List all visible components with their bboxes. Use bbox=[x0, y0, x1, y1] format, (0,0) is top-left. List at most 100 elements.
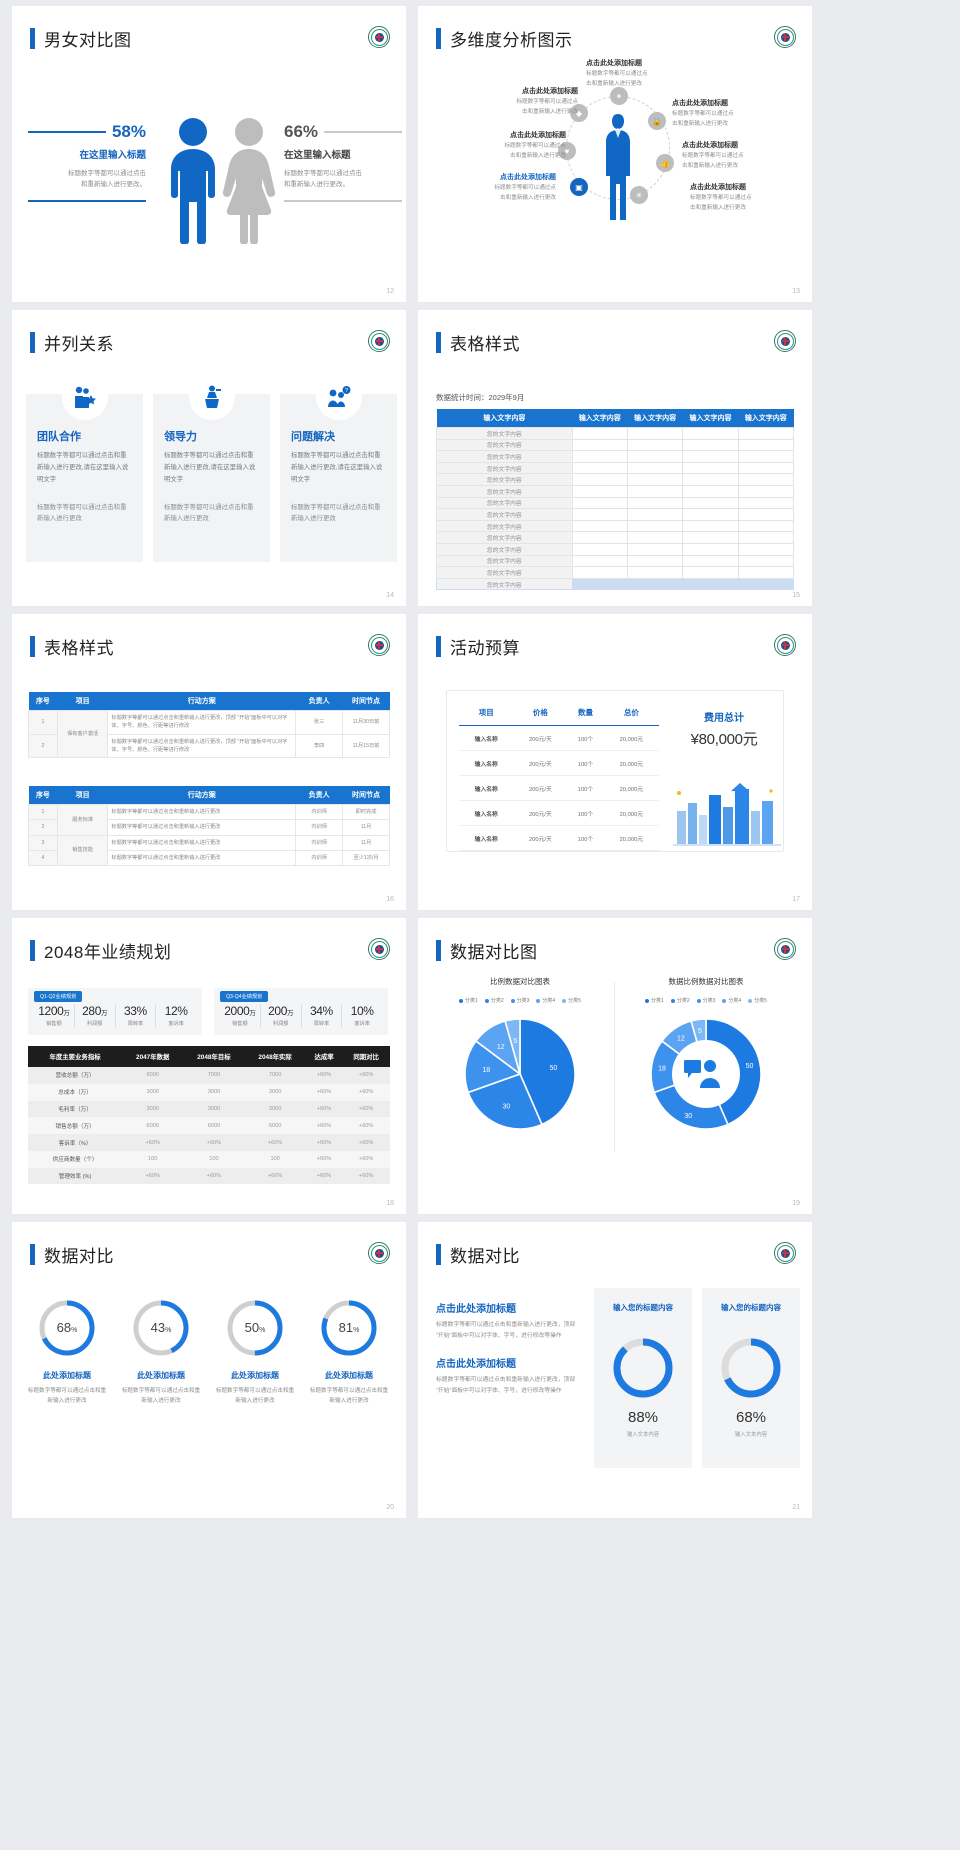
column-header: 2048年实际 bbox=[244, 1046, 306, 1067]
list-item[interactable]: 81% 此处添加标题 标题数字等都可以通过点击和重新输入进行更改 bbox=[302, 1296, 396, 1406]
gauge-heading: 此处添加标题 bbox=[43, 1371, 91, 1380]
cell bbox=[626, 438, 684, 452]
slide-12[interactable]: 男女对比图 58% 在这里输入标题 标题数字等都可以通过点击 bbox=[12, 6, 406, 302]
table-row[interactable]: 您的文字内容 bbox=[436, 438, 795, 452]
table-row[interactable]: 您的文字内容 bbox=[436, 484, 795, 498]
cell-qty: 100个 bbox=[567, 825, 604, 851]
card-heading: 团队合作 bbox=[37, 431, 81, 443]
diamond-icon[interactable]: ◆ bbox=[570, 104, 588, 122]
cell-label: 您的文字内容 bbox=[436, 519, 573, 533]
rocket-icon[interactable]: ✦ bbox=[610, 87, 628, 105]
table-row[interactable]: 输入名称 200元/天 100个 20,000元 bbox=[459, 750, 659, 776]
pie-slice[interactable] bbox=[467, 1072, 543, 1130]
list-item[interactable]: 43% 此处添加标题 标题数字等都可以通过点击和重新输入进行更改 bbox=[114, 1296, 208, 1406]
slide-21[interactable]: 数据对比 点击此处添加标题 标题数字等都可以通过点击和重新输入进行更改，顶部 “… bbox=[418, 1222, 812, 1518]
legend-swatch bbox=[670, 998, 675, 1003]
male-subtitle: 在这里输入标题 bbox=[79, 150, 146, 161]
table-row[interactable]: 销售总额（万） 6000 6000 6000 +60% +60% bbox=[28, 1117, 390, 1135]
table-row[interactable]: 您的文字内容 bbox=[436, 531, 795, 544]
table-row[interactable]: 客诉率（%） +60% +60% +60% +60% +60% bbox=[28, 1134, 390, 1151]
camera-icon[interactable]: ▣ bbox=[570, 178, 588, 196]
legend-label: 分类5 bbox=[568, 998, 581, 1004]
row-header: 销售总额（万） bbox=[28, 1117, 123, 1135]
stat-card[interactable]: 输入您的标题内容 68% 输入文本内容 bbox=[702, 1288, 800, 1468]
lock-icon[interactable]: 🔒 bbox=[648, 112, 666, 130]
list-item[interactable]: 68% 此处添加标题 标题数字等都可以通过点击和重新输入进行更改 bbox=[20, 1296, 114, 1406]
table-row[interactable]: 总成本（万） 3000 3000 3000 +60% +60% bbox=[28, 1083, 390, 1101]
page-title: 并列关系 bbox=[44, 335, 114, 354]
heart-icon[interactable]: ♥ bbox=[558, 142, 576, 160]
cell: +60% bbox=[305, 1083, 343, 1101]
pie-slice[interactable] bbox=[464, 1039, 522, 1094]
cell-total: 20,000元 bbox=[603, 800, 659, 826]
table-row[interactable]: 您的文字内容 bbox=[436, 542, 795, 556]
list-item[interactable]: 50% 此处添加标题 标题数字等都可以通过点击和重新输入进行更改 bbox=[208, 1296, 302, 1406]
slide-19[interactable]: 数据对比图 比例数据对比图表 分类1 分类2 分类3 分类4 分类5 50 30 18 12 5… bbox=[418, 918, 812, 1214]
table-row[interactable]: 输入名称 200元/天 100个 20,000元 bbox=[459, 800, 659, 826]
kpi-cell: 200万 利润额 bbox=[261, 1004, 302, 1027]
table-row[interactable]: 2 标题数字等都可以通过点击和重新输入进行更改 内训师 11月 bbox=[28, 819, 390, 836]
slide-18[interactable]: 2048年业绩规划 Q1-Q2业绩规划 1200万 销售额 280万 利润额 33% 周转… bbox=[12, 918, 406, 1214]
slide-16[interactable]: 表格样式 序号 项目 行动方案 负责人 时间节点 1 保有客户激活 标题数字等都可以通过点击… bbox=[12, 614, 406, 910]
table-row[interactable]: 您的文字内容 bbox=[436, 496, 795, 510]
table-row[interactable]: 输入名称 200元/天 100个 20,000元 bbox=[459, 775, 659, 801]
female-percent: 66% bbox=[284, 122, 319, 141]
globe-icon[interactable]: ✳ bbox=[630, 186, 648, 204]
kpi-cells: 1200万 销售额 280万 利润额 33% 周转率 12% 客诉率 bbox=[34, 1004, 196, 1027]
gauge-heading: 此处添加标题 bbox=[137, 1371, 185, 1380]
table-row[interactable]: 输入名称 200元/天 100个 20,000元 bbox=[459, 825, 659, 851]
slide-13[interactable]: 多维度分析图示 ✦ 🔒 👍 ✳ ▣ ♥ ◆ 点击此处添加标题 bbox=[418, 6, 812, 302]
column-header: 2047年数据 bbox=[122, 1046, 184, 1067]
table-row[interactable]: 毛利率（万） 3000 3000 3000 +60% +60% bbox=[28, 1100, 390, 1118]
table-row[interactable]: 供应商数量（个） 100 100 100 +60% +60% bbox=[28, 1150, 390, 1168]
table-row[interactable]: 您的文字内容 bbox=[436, 508, 795, 521]
kpi-key: 销售额 bbox=[232, 1021, 248, 1027]
table-row[interactable]: 您的文字内容 bbox=[436, 427, 795, 440]
table-row[interactable]: 您的文字内容 bbox=[436, 450, 795, 463]
cell: +60% bbox=[122, 1167, 184, 1185]
table-row[interactable]: 您的文字内容 bbox=[436, 461, 795, 475]
slide-17[interactable]: 活动预算 项目 价格 数量 总价 输入名称 200元/天 100个 20,000元 输入名称 2… bbox=[418, 614, 812, 910]
stat-card[interactable]: 输入您的标题内容 88% 输入文本内容 bbox=[594, 1288, 692, 1468]
card-title: 输入您的标题内容 bbox=[613, 1303, 673, 1312]
cell-index: 2 bbox=[28, 819, 58, 836]
table-row[interactable]: 输入名称 200元/天 100个 20,000元 bbox=[459, 725, 659, 751]
table-row[interactable]: 您的文字内容 bbox=[436, 554, 795, 568]
slide-14[interactable]: 并列关系 团队合作 标题数字等都可以通过点击和重新输入进行更改,请在这里输入说明… bbox=[12, 310, 406, 606]
pie-slice[interactable] bbox=[519, 1018, 576, 1126]
thumbs-up-icon[interactable]: 👍 bbox=[656, 154, 674, 172]
cell: +60% bbox=[342, 1134, 390, 1151]
cell: 3000 bbox=[244, 1100, 306, 1118]
table-row[interactable]: 您的文字内容 bbox=[436, 519, 795, 533]
table-row[interactable]: 1 服务标准 标题数字等都可以通过点击和重新输入进行更改 内训师 即时完成 bbox=[28, 803, 390, 836]
list-item[interactable]: ? 问题解决 标题数字等都可以通过点击和重新输入进行更改,请在这里输入说明文字 … bbox=[280, 374, 397, 562]
cell bbox=[737, 461, 795, 475]
cell-total: 20,000元 bbox=[603, 775, 659, 801]
table-row[interactable]: 您的文字内容 bbox=[436, 473, 795, 486]
page-number: 16 bbox=[386, 896, 394, 903]
kpi-key: 利润额 bbox=[272, 1021, 289, 1027]
cell: 6000 bbox=[122, 1067, 184, 1084]
pie-slice[interactable] bbox=[504, 1018, 521, 1075]
table-row[interactable]: 您的文字内容 bbox=[436, 566, 795, 579]
cell-total: 20,000元 bbox=[603, 725, 659, 751]
slide-15[interactable]: 表格样式 数据统计时间：2029年9月 输入文字内容 输入文字内容 输入文字内容 输入… bbox=[418, 310, 812, 606]
cell-plan: 标题数字等都可以通过点击和重新输入进行更改 bbox=[107, 834, 297, 851]
table-row[interactable]: 管理效率 (%) +60% +60% +60% +60% +60% bbox=[28, 1167, 390, 1185]
table-row[interactable]: 您的文字内容 bbox=[436, 577, 795, 591]
table-row[interactable]: 1 保有客户激活 标题数字等都可以通过点击和重新输入进行更改，顶部 “开始”面板中可… bbox=[28, 709, 390, 759]
legend-item: 分类4 bbox=[536, 997, 555, 1004]
slide-20[interactable]: 数据对比 68% 此处添加标题 标题数字等都可以通过点击和重新输入进行更改 43% 此处… bbox=[12, 1222, 406, 1518]
cell bbox=[626, 542, 684, 556]
table-row[interactable]: 2 标题数字等都可以通过点击和重新输入进行更改，顶部 “开始”面板中可以对字体、字… bbox=[28, 733, 390, 759]
table-row[interactable]: 4 标题数字等都可以通过点击和重新输入进行更改 内训师 至少1次/月 bbox=[28, 849, 390, 867]
gender-compare-stage: 58% 在这里输入标题 标题数字等都可以通过点击 和重新输入进行更改。 66% … bbox=[12, 80, 406, 260]
table-row[interactable]: 营收总额（万） 6000 7000 7000 +60% +60% bbox=[28, 1067, 390, 1084]
cell-time: 11月30日前 bbox=[342, 710, 390, 735]
column-header: 负责人 bbox=[295, 692, 343, 711]
list-item[interactable]: 团队合作 标题数字等都可以通过点击和重新输入进行更改,请在这里输入说明文字 标题… bbox=[26, 374, 143, 562]
legend-item: 分类3 bbox=[510, 997, 529, 1004]
table-row[interactable]: 3 销售技能 标题数字等都可以通过点击和重新输入进行更改 内训师 11月 bbox=[28, 834, 390, 867]
cell bbox=[626, 519, 684, 533]
list-item[interactable]: 领导力 标题数字等都可以通过点击和重新输入进行更改,请在这里输入说明文字 标题数… bbox=[153, 374, 270, 562]
